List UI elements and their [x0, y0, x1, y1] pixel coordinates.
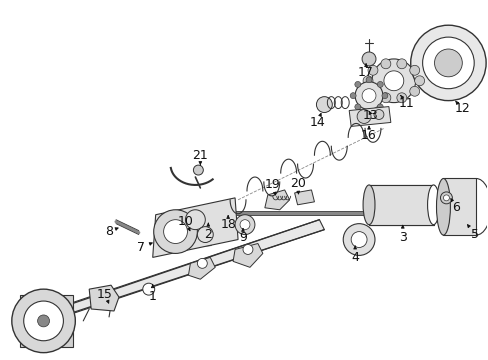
Circle shape	[142, 283, 154, 295]
Text: 9: 9	[239, 231, 246, 244]
Text: 8: 8	[105, 225, 113, 238]
Circle shape	[380, 59, 390, 69]
Circle shape	[354, 104, 360, 110]
Circle shape	[356, 109, 370, 123]
Circle shape	[366, 77, 371, 83]
Circle shape	[409, 86, 419, 96]
Circle shape	[367, 65, 377, 75]
Circle shape	[373, 109, 383, 120]
Circle shape	[414, 76, 424, 86]
Text: 3: 3	[398, 231, 406, 244]
Text: 19: 19	[264, 179, 280, 192]
Circle shape	[316, 96, 332, 113]
Circle shape	[12, 289, 75, 353]
Circle shape	[240, 220, 249, 230]
Text: 17: 17	[357, 66, 373, 79]
Ellipse shape	[436, 179, 449, 235]
Circle shape	[367, 86, 377, 96]
Text: 2: 2	[204, 228, 212, 241]
Circle shape	[434, 49, 461, 77]
Circle shape	[440, 192, 451, 204]
Text: 18: 18	[220, 218, 236, 231]
Polygon shape	[294, 190, 314, 205]
Circle shape	[350, 231, 366, 247]
Text: 16: 16	[361, 129, 376, 142]
Polygon shape	[443, 178, 475, 235]
Circle shape	[377, 81, 383, 87]
Ellipse shape	[362, 185, 374, 225]
Circle shape	[193, 165, 203, 175]
Text: 6: 6	[451, 201, 459, 214]
Circle shape	[185, 210, 205, 230]
Polygon shape	[186, 222, 208, 238]
Circle shape	[38, 315, 49, 327]
Polygon shape	[53, 220, 324, 319]
Circle shape	[354, 81, 360, 87]
Text: 10: 10	[177, 215, 193, 228]
Circle shape	[383, 71, 403, 91]
Polygon shape	[233, 243, 263, 267]
Circle shape	[343, 224, 374, 255]
Polygon shape	[152, 198, 238, 257]
Circle shape	[24, 301, 63, 341]
Circle shape	[163, 220, 187, 243]
Text: 20: 20	[289, 177, 305, 190]
Ellipse shape	[427, 185, 439, 225]
Circle shape	[361, 89, 375, 103]
Text: 11: 11	[398, 97, 414, 110]
Text: 14: 14	[309, 116, 325, 129]
Text: 21: 21	[192, 149, 208, 162]
Polygon shape	[20, 295, 73, 347]
Text: 12: 12	[453, 102, 469, 115]
Text: 5: 5	[470, 228, 478, 241]
Circle shape	[349, 93, 355, 99]
Polygon shape	[412, 210, 426, 216]
Circle shape	[377, 104, 383, 110]
Circle shape	[354, 82, 382, 109]
Circle shape	[235, 215, 254, 235]
Circle shape	[443, 195, 448, 201]
Polygon shape	[264, 190, 289, 210]
Circle shape	[396, 93, 406, 103]
Circle shape	[197, 258, 207, 268]
Polygon shape	[368, 185, 433, 225]
Circle shape	[243, 244, 252, 255]
Circle shape	[381, 93, 387, 99]
Circle shape	[410, 25, 485, 100]
Polygon shape	[348, 107, 390, 126]
Circle shape	[380, 93, 390, 103]
Text: 1: 1	[148, 289, 156, 303]
Circle shape	[362, 76, 372, 86]
Polygon shape	[89, 285, 119, 311]
Circle shape	[153, 210, 197, 253]
Polygon shape	[188, 257, 215, 279]
Circle shape	[371, 59, 415, 103]
Text: 15: 15	[97, 288, 113, 301]
Circle shape	[197, 227, 213, 243]
Circle shape	[361, 52, 375, 66]
Circle shape	[366, 109, 371, 114]
Text: 7: 7	[137, 241, 144, 254]
Text: 4: 4	[350, 251, 358, 264]
Circle shape	[409, 65, 419, 75]
Text: 13: 13	[363, 109, 378, 122]
Circle shape	[422, 37, 473, 89]
Circle shape	[396, 59, 406, 69]
